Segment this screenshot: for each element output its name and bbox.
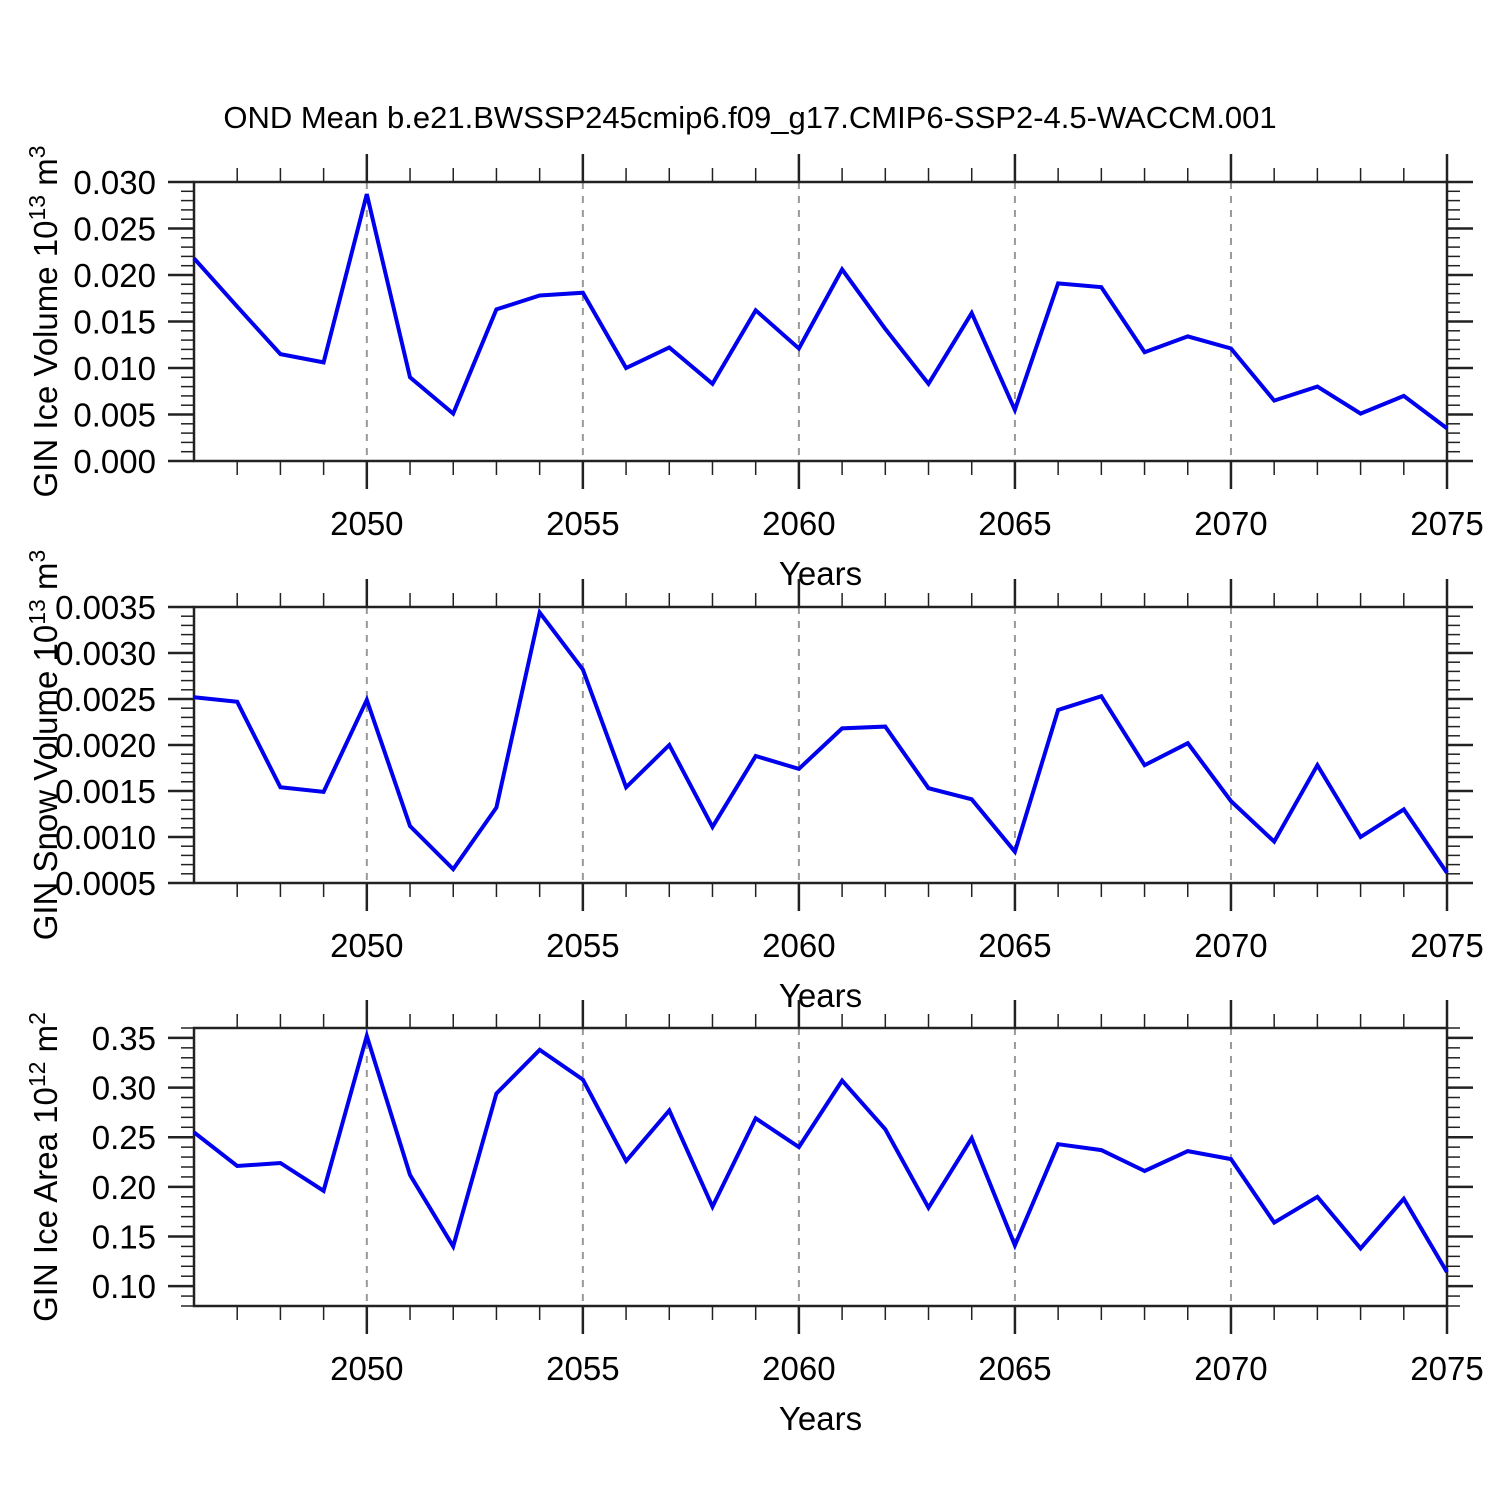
x-tick-label: 2055 xyxy=(546,505,619,542)
axis-frame xyxy=(192,180,1449,463)
x-axis-title: Years xyxy=(779,1400,862,1437)
x-tick-label: 2070 xyxy=(1194,1350,1267,1387)
x-tick-label: 2050 xyxy=(330,1350,403,1387)
y-tick-label: 0.30 xyxy=(92,1070,156,1107)
y-tick-label: 0.0020 xyxy=(55,727,156,764)
y-tick-label: 0.010 xyxy=(73,350,156,387)
chart-title: OND Mean b.e21.BWSSP245cmip6.f09_g17.CMI… xyxy=(223,100,1276,135)
y-tick-label: 0.0015 xyxy=(55,773,156,810)
y-tick-label: 0.025 xyxy=(73,211,156,248)
y-axis-title: GIN Snow Volume 1013 m3 xyxy=(24,550,64,941)
y-tick-label: 0.20 xyxy=(92,1169,156,1206)
x-tick-label: 2055 xyxy=(546,1350,619,1387)
x-tick-label: 2070 xyxy=(1194,505,1267,542)
x-tick-label: 2050 xyxy=(330,927,403,964)
y-tick-label: 0.0025 xyxy=(55,681,156,718)
y-tick-label: 0.015 xyxy=(73,304,156,341)
x-axis-title: Years xyxy=(779,977,862,1014)
y-tick-label: 0.35 xyxy=(92,1020,156,1057)
y-tick-label: 0.0035 xyxy=(55,589,156,626)
y-tick-label: 0.10 xyxy=(92,1268,156,1305)
x-tick-label: 2065 xyxy=(978,505,1051,542)
x-tick-label: 2075 xyxy=(1410,927,1483,964)
y-tick-label: 0.005 xyxy=(73,397,156,434)
y-tick-label: 0.030 xyxy=(73,164,156,201)
y-tick-label: 0.020 xyxy=(73,257,156,294)
y-tick-label: 0.000 xyxy=(73,443,156,480)
x-tick-label: 2060 xyxy=(762,927,835,964)
panel-snow-volume: 0.0005 0.0010 0.0015 0.0020 0.0025 0.0030 0.00… xyxy=(24,550,1484,1014)
y-tick-label: 0.15 xyxy=(92,1219,156,1256)
x-axis-title: Years xyxy=(779,555,862,592)
x-tick-label: 2075 xyxy=(1410,505,1483,542)
y-tick-label: 0.0005 xyxy=(55,865,156,902)
panel-ice-volume: 0.000 0.005 0.010 0.015 0.020 0.025 0.030 2050 2… xyxy=(24,145,1484,592)
data-line-snow-volume xyxy=(193,607,1449,875)
data-line-ice-volume xyxy=(192,193,1449,430)
y-tick-label: 0.0030 xyxy=(55,635,156,672)
panel-ice-area: 0.10 0.15 0.20 0.25 0.30 0.35 2050 2055 2060 2065… xyxy=(24,1000,1484,1437)
x-tick-label: 2055 xyxy=(546,927,619,964)
x-tick-label: 2050 xyxy=(330,505,403,542)
data-line-ice-area xyxy=(192,1028,1449,1274)
y-axis-title: GIN Ice Area 1012 m2 xyxy=(24,1012,64,1322)
x-tick-label: 2070 xyxy=(1194,927,1267,964)
x-tick-label: 2065 xyxy=(978,1350,1051,1387)
y-axis-title: GIN Ice Volume 1013 m3 xyxy=(24,145,64,497)
x-tick-label: 2060 xyxy=(762,1350,835,1387)
axis-frame xyxy=(192,1026,1449,1308)
x-tick-label: 2075 xyxy=(1410,1350,1483,1387)
x-tick-label: 2060 xyxy=(762,505,835,542)
y-tick-label: 0.25 xyxy=(92,1119,156,1156)
y-tick-label: 0.0010 xyxy=(55,819,156,856)
panels-group: 0.000 0.005 0.010 0.015 0.020 0.025 0.030 2050 2… xyxy=(24,145,1484,1437)
x-tick-label: 2065 xyxy=(978,927,1051,964)
